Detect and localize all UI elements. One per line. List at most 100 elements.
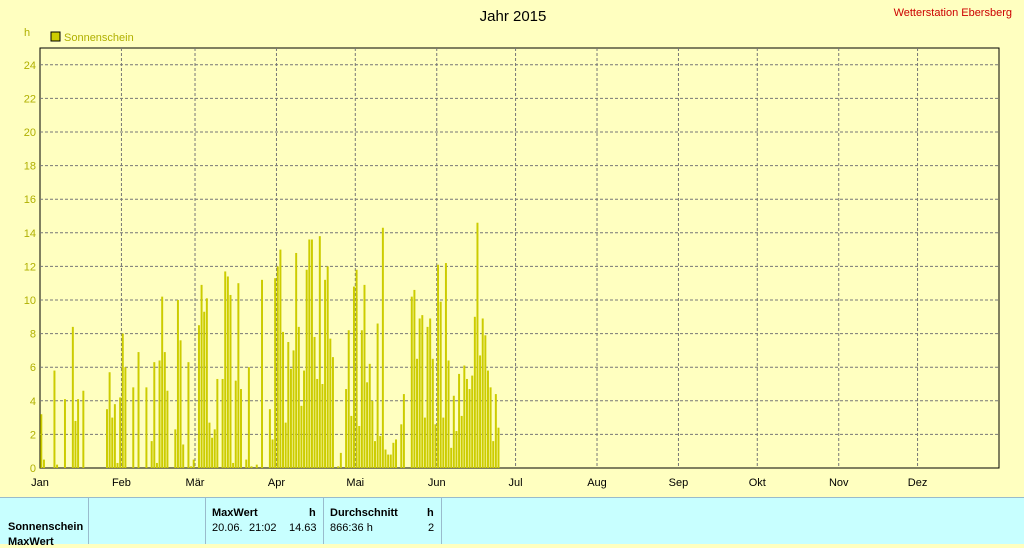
- sunshine-bar: [321, 384, 324, 468]
- sunshine-bar: [305, 269, 308, 468]
- sunshine-bar: [113, 404, 116, 468]
- sunshine-bar: [413, 289, 416, 468]
- sunshine-bar: [221, 378, 224, 468]
- sunshine-bar: [308, 239, 311, 468]
- sunshine-bar: [303, 370, 306, 468]
- sunshine-bar: [484, 335, 487, 468]
- sunshine-bar: [337, 466, 340, 468]
- sunshine-bar: [56, 464, 59, 468]
- sunshine-bar: [465, 378, 468, 468]
- sunshine-bar: [161, 296, 164, 468]
- sunshine-bar: [400, 424, 403, 468]
- sunshine-bar: [402, 394, 405, 468]
- sunshine-bar: [313, 336, 316, 468]
- y-tick-label: 8: [30, 329, 36, 341]
- sunshine-bar: [379, 436, 382, 468]
- avg-header: Durchschnitt: [330, 507, 398, 519]
- x-tick-label: Apr: [268, 477, 285, 489]
- sunshine-bar: [226, 276, 229, 468]
- sunshine-bar: [423, 417, 426, 468]
- x-tick-label: Jun: [428, 477, 446, 489]
- sunshine-bar: [132, 387, 135, 468]
- sunshine-bar: [247, 367, 250, 468]
- chart-title: Jahr 2015: [480, 8, 547, 25]
- sunshine-bar: [368, 363, 371, 468]
- x-tick-label: Okt: [749, 477, 766, 489]
- sunshine-bar: [268, 409, 271, 468]
- sunshine-bar: [53, 370, 56, 468]
- sunshine-bar: [492, 441, 495, 468]
- sunshine-bar: [395, 439, 397, 468]
- sunshine-bar: [287, 342, 290, 468]
- station-name: Wetterstation Ebersberg: [894, 7, 1012, 19]
- grid-lines: [40, 48, 999, 468]
- stats-row-maxwert: MaxWert: [8, 536, 54, 548]
- sunshine-bar: [63, 399, 66, 468]
- sunshine-bar: [387, 454, 390, 468]
- sunshine-bar: [119, 397, 122, 468]
- sunshine-bar: [77, 399, 80, 468]
- sunshine-bar: [176, 300, 179, 468]
- sunshine-bar: [324, 279, 327, 468]
- sunshine-bar: [450, 447, 453, 468]
- sunshine-bar: [426, 326, 429, 468]
- plot-frame: [39, 47, 1000, 469]
- sunshine-bar: [203, 311, 206, 468]
- sunshine-bar: [463, 365, 466, 468]
- max-header: MaxWert: [212, 507, 258, 519]
- sunshine-bar: [358, 426, 361, 468]
- y-tick-label: 10: [24, 295, 36, 307]
- sunshine-bar: [458, 373, 461, 468]
- sunshine-bar: [182, 444, 185, 468]
- x-tick-label: Dez: [908, 477, 928, 489]
- x-axis-ticks: Jan Feb Mär Apr Mai Jun Jul Aug Sep Okt Nov Dez: [31, 477, 927, 489]
- y-tick-label: 6: [30, 362, 36, 374]
- sunshine-bar: [447, 360, 450, 468]
- sunshine-bar: [284, 422, 287, 468]
- max-time: 21:02: [249, 522, 277, 534]
- sunshine-bar: [347, 330, 350, 468]
- x-tick-label: Mär: [186, 477, 205, 489]
- sunshine-bar: [371, 400, 374, 468]
- sunshine-bar: [205, 298, 208, 468]
- sunshine-bar: [366, 382, 369, 468]
- sunshine-bar: [116, 462, 119, 468]
- sunshine-bar: [82, 390, 85, 468]
- avg-unit: h: [427, 507, 434, 519]
- y-tick-label: 4: [30, 396, 36, 408]
- sunshine-bar: [190, 466, 193, 468]
- sunshine-bar: [310, 239, 313, 468]
- x-tick-label: Sep: [669, 477, 689, 489]
- sunshine-bar: [250, 466, 253, 468]
- sunshine-bar: [410, 296, 413, 468]
- sunshine-bar: [418, 318, 421, 468]
- y-tick-label: 16: [24, 194, 36, 206]
- sunshine-bar: [40, 414, 43, 468]
- max-unit: h: [309, 507, 316, 519]
- legend-label: Sonnenschein: [64, 32, 134, 44]
- sunshine-bar: [497, 427, 500, 468]
- sunshine-bar: [292, 350, 295, 468]
- y-tick-label: 12: [24, 261, 36, 273]
- sunshine-bar: [476, 222, 479, 468]
- y-tick-label: 2: [30, 429, 36, 441]
- sunshine-bar: [431, 358, 434, 468]
- sunshine-bar: [240, 389, 242, 468]
- sunshine-bar: [271, 439, 274, 468]
- sunshine-bar: [494, 394, 497, 468]
- sunshine-bar: [444, 263, 447, 468]
- sunshine-bar: [421, 315, 424, 468]
- sunshine-bar: [121, 333, 124, 468]
- x-tick-label: Nov: [829, 477, 849, 489]
- sunshine-bar: [452, 395, 455, 468]
- sunshine-bar: [434, 424, 437, 468]
- max-date: 20.06.: [212, 522, 243, 534]
- y-tick-label: 14: [24, 228, 36, 240]
- sunshine-chart: Jahr 2015 Wetterstation Ebersberg h Sonn…: [24, 7, 1012, 489]
- sunshine-bar: [111, 417, 114, 468]
- sunshine-bar: [208, 422, 211, 468]
- stats-label-column: Sonnenschein MaxWert: [0, 498, 89, 548]
- stats-row-sunshine: Sonnenschein: [8, 521, 84, 533]
- sunshine-bar: [479, 355, 482, 468]
- sunshine-bar: [326, 266, 329, 468]
